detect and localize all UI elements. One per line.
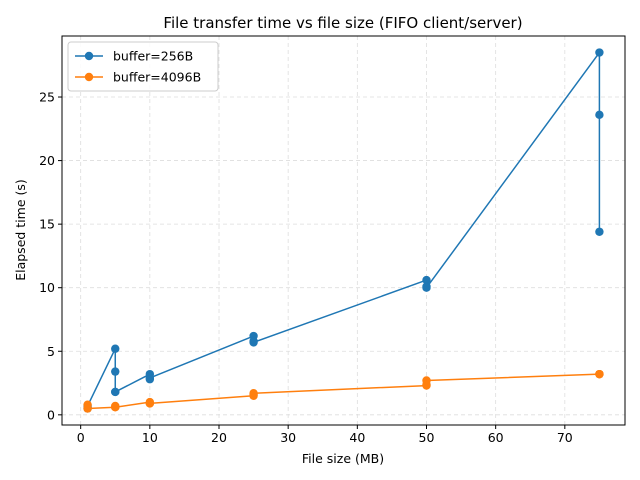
data-point bbox=[422, 283, 431, 292]
y-tick-label: 10 bbox=[39, 280, 55, 295]
legend-item: buffer=256B bbox=[75, 49, 193, 64]
legend-item: buffer=4096B bbox=[75, 70, 201, 85]
legend-label: buffer=256B bbox=[113, 49, 193, 64]
y-tick-label: 20 bbox=[39, 153, 55, 168]
x-tick-label: 20 bbox=[211, 430, 227, 445]
data-point bbox=[422, 376, 431, 385]
series-line bbox=[86, 51, 601, 409]
legend-label: buffer=4096B bbox=[113, 70, 201, 85]
x-tick-label: 50 bbox=[419, 430, 435, 445]
x-axis: 0 10 20 30 40 50 60 70 bbox=[77, 425, 573, 445]
x-tick-label: 30 bbox=[280, 430, 296, 445]
chart-title: File transfer time vs file size (FIFO cl… bbox=[163, 14, 522, 32]
data-point bbox=[422, 275, 431, 285]
data-point bbox=[145, 373, 155, 383]
series-layer bbox=[83, 48, 604, 413]
series-2 bbox=[83, 369, 604, 413]
y-tick-label: 5 bbox=[47, 344, 55, 359]
data-point bbox=[83, 404, 92, 413]
x-tick-label: 10 bbox=[142, 430, 158, 445]
grid bbox=[62, 36, 625, 425]
x-tick-label: 60 bbox=[488, 430, 504, 445]
x-tick-label: 40 bbox=[349, 430, 365, 445]
x-tick-label: 70 bbox=[557, 430, 573, 445]
data-point bbox=[111, 344, 120, 353]
data-point bbox=[145, 399, 155, 408]
x-axis-title: File size (MB) bbox=[302, 451, 384, 466]
data-point bbox=[595, 48, 604, 57]
data-point bbox=[111, 367, 120, 376]
data-point bbox=[249, 338, 258, 347]
data-point bbox=[595, 227, 604, 236]
data-point bbox=[111, 387, 120, 397]
y-tick-label: 25 bbox=[39, 90, 55, 105]
legend: buffer=256B buffer=4096B bbox=[67, 41, 219, 92]
legend-marker bbox=[84, 51, 94, 61]
data-point bbox=[595, 110, 604, 120]
axes-frame bbox=[61, 35, 626, 426]
data-point bbox=[249, 389, 258, 398]
data-point bbox=[595, 369, 604, 379]
x-tick-label: 0 bbox=[77, 430, 85, 445]
y-tick-label: 0 bbox=[47, 407, 55, 422]
y-tick-label: 15 bbox=[39, 217, 55, 232]
legend-marker bbox=[84, 72, 94, 82]
y-axis: 0 5 10 15 20 25 bbox=[39, 90, 62, 422]
legend-box bbox=[67, 41, 219, 92]
data-point bbox=[111, 403, 120, 412]
y-axis-title: Elapsed time (s) bbox=[13, 179, 28, 281]
